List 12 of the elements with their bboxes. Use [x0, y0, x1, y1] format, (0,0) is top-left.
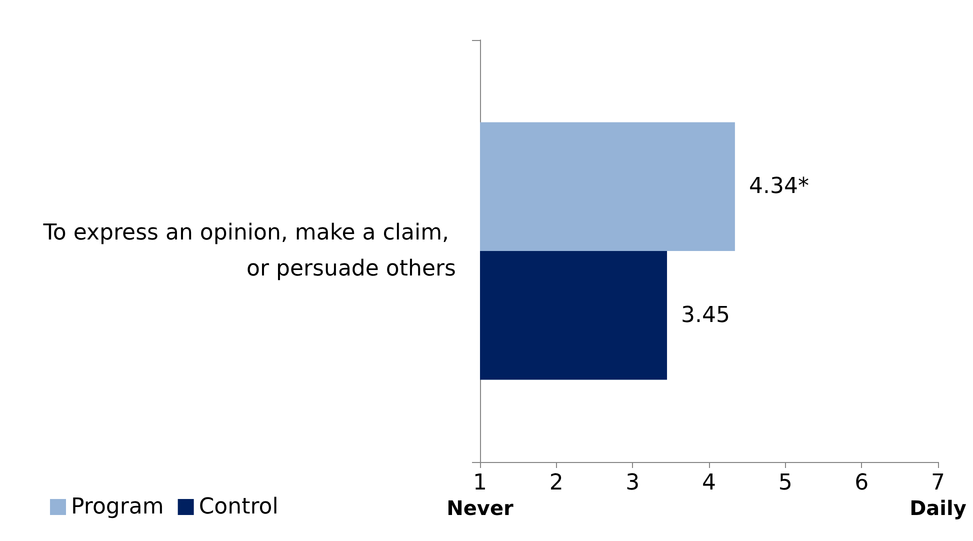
legend-label: Program — [71, 494, 164, 520]
x-tick-label: 1 Never — [446, 470, 514, 520]
legend-label: Control — [198, 494, 278, 520]
x-tick-label: 6 — [854, 470, 869, 496]
x-tick-label: 4 — [702, 470, 716, 496]
data-label: 3.45 — [681, 302, 730, 328]
data-label: 4.34* — [748, 174, 809, 200]
y-tick-label: To express an opinion, make a claim, or persuade others — [42, 220, 456, 282]
x-tick-label: 3 — [626, 470, 640, 496]
x-tick-label: 2 — [549, 470, 564, 496]
x-tick-label: 5 — [778, 470, 792, 496]
x-tick-label: 7 Daily — [910, 470, 966, 520]
